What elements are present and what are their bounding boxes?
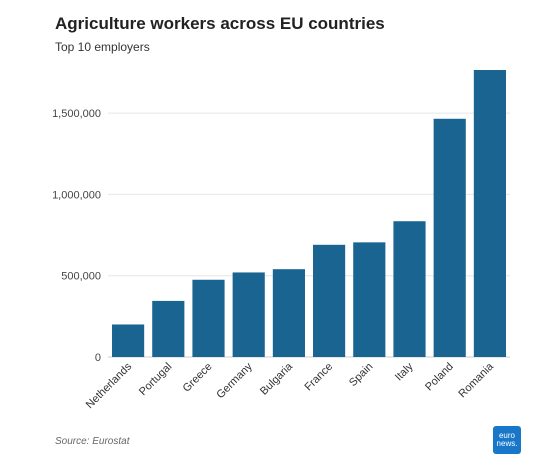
chart-title: Agriculture workers across EU countries xyxy=(55,14,385,33)
y-tick-label: 1,500,000 xyxy=(52,108,101,120)
x-tick-label-france: France xyxy=(303,361,336,394)
chart-subtitle: Top 10 employers xyxy=(55,40,150,54)
bar-romania[interactable] xyxy=(473,70,506,357)
x-tick-label-poland: Poland xyxy=(423,361,456,394)
x-tick-label-italy: Italy xyxy=(393,360,416,383)
bar-france[interactable] xyxy=(313,244,346,357)
x-tick-label-portugal: Portugal xyxy=(137,361,174,398)
bar-portugal[interactable] xyxy=(152,300,185,357)
euronews-logo[interactable]: euro news. xyxy=(493,426,521,454)
logo-text-euro: euro xyxy=(498,431,515,440)
logo-text-news: news. xyxy=(496,439,518,448)
x-tick-label-spain: Spain xyxy=(347,361,375,389)
bars xyxy=(112,70,506,358)
y-tick-label: 500,000 xyxy=(61,271,101,283)
y-tick-label: 1,000,000 xyxy=(52,189,101,201)
x-tick-label-netherlands: Netherlands xyxy=(84,360,135,411)
bar-germany[interactable] xyxy=(232,272,265,357)
source-note: Source: Eurostat xyxy=(55,436,130,447)
x-tick-label-bulgaria: Bulgaria xyxy=(258,360,296,398)
x-tick-label-germany: Germany xyxy=(214,360,255,401)
bar-greece[interactable] xyxy=(192,279,225,357)
bar-bulgaria[interactable] xyxy=(272,269,305,357)
bar-italy[interactable] xyxy=(393,221,426,357)
bar-netherlands[interactable] xyxy=(112,324,145,357)
x-tick-label-greece: Greece xyxy=(181,361,215,395)
bar-poland[interactable] xyxy=(433,118,466,358)
y-axis: 0 500,000 1,000,000 1,500,000 xyxy=(52,108,101,364)
y-tick-label: 0 xyxy=(95,352,101,364)
bar-spain[interactable] xyxy=(353,242,386,357)
x-tick-label-romania: Romania xyxy=(456,360,496,400)
x-axis: Netherlands Portugal Greece Germany Bulgaria… xyxy=(84,360,497,411)
